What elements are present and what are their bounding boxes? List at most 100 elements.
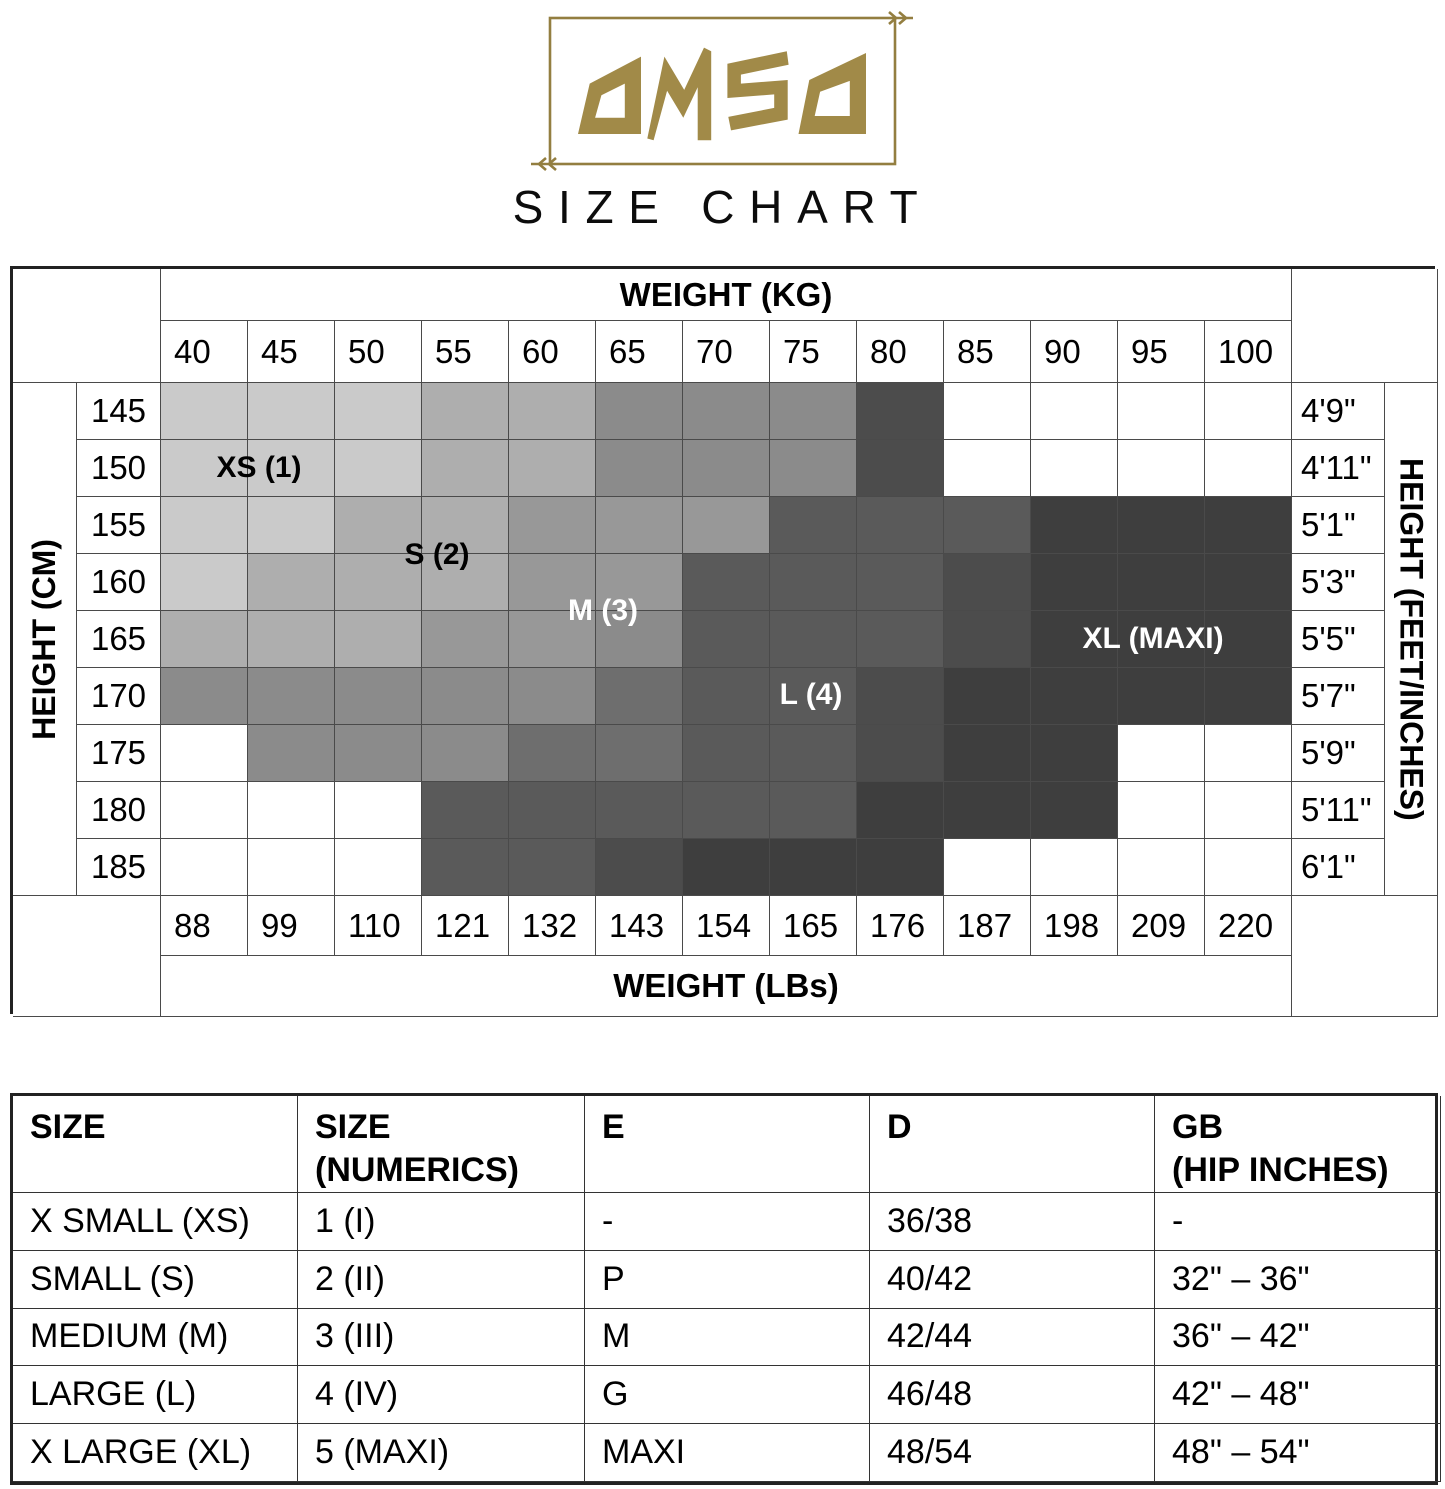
kg-tick-label: 100 bbox=[1205, 321, 1292, 383]
grid-cell bbox=[248, 782, 335, 839]
table-header-cell: D bbox=[870, 1096, 1155, 1193]
grid-cell bbox=[944, 554, 1031, 611]
height-weight-size-grid: WEIGHT (KG) 40 45 50 55 60 65 70 75 80 85 90 95 100 HE… bbox=[10, 266, 1438, 1017]
grid-cell bbox=[596, 554, 683, 611]
grid-cell bbox=[248, 611, 335, 668]
grid-cell bbox=[509, 611, 596, 668]
table-header-cell: SIZE (NUMERICS) bbox=[298, 1096, 585, 1193]
grid-cell bbox=[248, 668, 335, 725]
corner-bottom-left bbox=[13, 896, 161, 1017]
grid-cell bbox=[422, 668, 509, 725]
grid-cell bbox=[1118, 725, 1205, 782]
table-cell: MAXI bbox=[585, 1424, 870, 1482]
kg-tick-label: 85 bbox=[944, 321, 1031, 383]
feet-tick-label: 5'9" bbox=[1292, 725, 1385, 782]
grid-cell bbox=[1118, 554, 1205, 611]
grid-cell bbox=[509, 668, 596, 725]
kg-tick-label: 70 bbox=[683, 321, 770, 383]
grid-cell bbox=[770, 782, 857, 839]
height-cm-axis-title: HEIGHT (CM) bbox=[13, 383, 77, 896]
table-cell: 1 (I) bbox=[298, 1193, 585, 1251]
grid-cell bbox=[335, 554, 422, 611]
grid-cell bbox=[770, 497, 857, 554]
grid-cell bbox=[1205, 725, 1292, 782]
grid-cell bbox=[857, 725, 944, 782]
grid-cell bbox=[161, 782, 248, 839]
grid-cell bbox=[1031, 611, 1118, 668]
grid-cell bbox=[335, 668, 422, 725]
table-cell: 46/48 bbox=[870, 1366, 1155, 1425]
feet-tick-label: 5'3" bbox=[1292, 554, 1385, 611]
grid-cell bbox=[422, 725, 509, 782]
table-cell: G bbox=[585, 1366, 870, 1425]
grid-cell bbox=[1118, 782, 1205, 839]
cm-tick-label: 155 bbox=[77, 497, 161, 554]
feet-tick-label: 5'11" bbox=[1292, 782, 1385, 839]
grid-cell bbox=[248, 839, 335, 896]
grid-cell bbox=[683, 611, 770, 668]
grid-cell bbox=[335, 725, 422, 782]
grid-cell bbox=[335, 440, 422, 497]
grid-cell bbox=[509, 440, 596, 497]
table-cell: P bbox=[585, 1250, 870, 1309]
cm-tick-label: 165 bbox=[77, 611, 161, 668]
grid-cell bbox=[1118, 668, 1205, 725]
grid-cell bbox=[509, 839, 596, 896]
grid-cell bbox=[944, 668, 1031, 725]
grid-cell bbox=[1118, 839, 1205, 896]
feet-tick-label: 5'5" bbox=[1292, 611, 1385, 668]
table-cell: 32" – 36" bbox=[1155, 1250, 1441, 1309]
omsa-letters bbox=[578, 47, 866, 141]
grid-cell bbox=[1118, 383, 1205, 440]
corner-top-right bbox=[1292, 269, 1438, 383]
cm-tick-label: 170 bbox=[77, 668, 161, 725]
kg-tick-label: 95 bbox=[1118, 321, 1205, 383]
feet-tick-label: 5'7" bbox=[1292, 668, 1385, 725]
lbs-tick-label: 99 bbox=[248, 896, 335, 956]
cm-tick-label: 145 bbox=[77, 383, 161, 440]
grid-cell bbox=[509, 383, 596, 440]
grid-cell bbox=[596, 383, 683, 440]
lbs-tick-label: 187 bbox=[944, 896, 1031, 956]
grid-cell bbox=[770, 440, 857, 497]
grid-cell bbox=[857, 839, 944, 896]
grid-cell bbox=[944, 611, 1031, 668]
grid-cell bbox=[1031, 440, 1118, 497]
grid-cell bbox=[857, 440, 944, 497]
page-title: SIZE CHART bbox=[512, 181, 933, 233]
table-cell: MEDIUM (M) bbox=[13, 1308, 298, 1367]
grid-cell bbox=[161, 440, 248, 497]
grid-cell bbox=[335, 497, 422, 554]
lbs-tick-label: 143 bbox=[596, 896, 683, 956]
table-cell: LARGE (L) bbox=[13, 1366, 298, 1425]
grid-cell bbox=[161, 497, 248, 554]
grid-cell bbox=[944, 782, 1031, 839]
grid-cell bbox=[770, 839, 857, 896]
grid-cell bbox=[1031, 839, 1118, 896]
table-cell: 5 (MAXI) bbox=[298, 1424, 585, 1482]
grid-cell bbox=[161, 725, 248, 782]
grid-cell bbox=[1205, 839, 1292, 896]
table-cell: 2 (II) bbox=[298, 1250, 585, 1309]
kg-tick-label: 65 bbox=[596, 321, 683, 383]
grid-cell bbox=[944, 497, 1031, 554]
kg-tick-label: 55 bbox=[422, 321, 509, 383]
size-zone-label: XS (1) bbox=[216, 451, 302, 484]
kg-tick-label: 40 bbox=[161, 321, 248, 383]
size-zone-label: M (3) bbox=[568, 594, 638, 627]
lbs-tick-label: 110 bbox=[335, 896, 422, 956]
feet-tick-label: 6'1" bbox=[1292, 839, 1385, 896]
grid-cell bbox=[161, 554, 248, 611]
kg-tick-label: 75 bbox=[770, 321, 857, 383]
grid-cell bbox=[422, 554, 509, 611]
grid-cell bbox=[1205, 782, 1292, 839]
kg-tick-label: 50 bbox=[335, 321, 422, 383]
grid-cell bbox=[857, 782, 944, 839]
lbs-tick-label: 154 bbox=[683, 896, 770, 956]
grid-cell bbox=[944, 383, 1031, 440]
table-cell: - bbox=[585, 1193, 870, 1251]
grid-cell bbox=[1031, 668, 1118, 725]
grid-cell bbox=[1031, 497, 1118, 554]
grid-cell bbox=[596, 839, 683, 896]
